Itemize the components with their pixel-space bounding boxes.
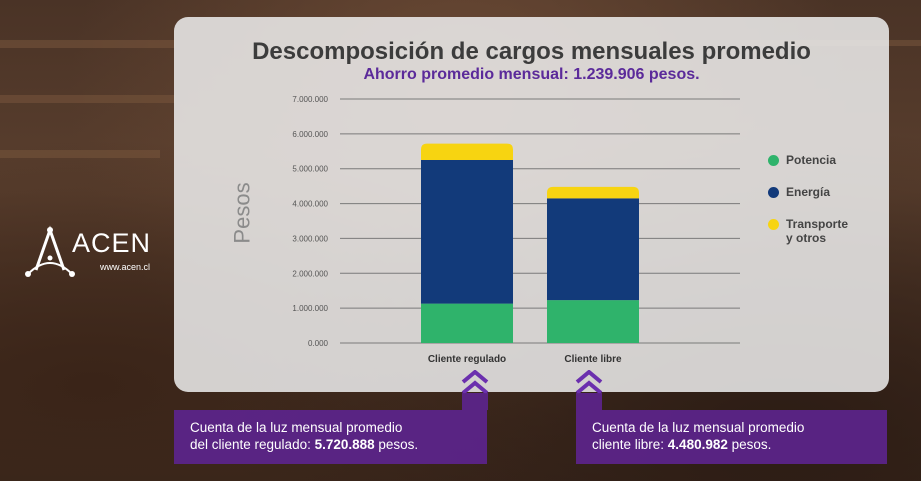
legend-label-transporte-line2: y otros: [786, 231, 827, 245]
chevron-up-icon: [575, 370, 603, 395]
callout-libre-suffix: pesos.: [727, 437, 772, 452]
y-tick-label: 5.000.000: [292, 165, 328, 174]
legend-swatch-potencia: [768, 155, 779, 166]
callout-libre-prefix: cliente libre:: [592, 437, 668, 452]
brand-name: ACEN: [72, 228, 152, 258]
chart-legend: Potencia Energía Transporte y otros: [768, 153, 848, 263]
callout-libre-line1: Cuenta de la luz mensual promedio: [592, 420, 805, 435]
subtitle-prefix: Ahorro promedio mensual:: [363, 66, 574, 83]
callout-regulado: Cuenta de la luz mensual promedio del cl…: [174, 410, 487, 464]
y-tick-label: 7.000.000: [292, 95, 328, 104]
bar-segment: [547, 198, 639, 301]
subtitle-value: 1.239.906: [573, 66, 645, 83]
y-tick-label: 2.000.000: [292, 269, 328, 278]
chevron-up-icon: [461, 370, 489, 395]
legend-item-transporte: Transporte y otros: [768, 217, 848, 245]
bar-segment: [547, 300, 639, 343]
callout-regulado-suffix: pesos.: [374, 437, 419, 452]
bar-segment: [421, 143, 513, 160]
callout-regulado-value: 5.720.888: [314, 437, 375, 452]
legend-label-transporte: Transporte y otros: [786, 217, 848, 245]
bar-segment: [421, 160, 513, 304]
callout-regulado-prefix: del cliente regulado:: [190, 437, 315, 452]
bar-segment: [421, 303, 513, 343]
callout-libre-line2: cliente libre: 4.480.982 pesos.: [592, 436, 871, 453]
legend-label-energia: Energía: [786, 185, 831, 199]
legend-label-potencia: Potencia: [786, 153, 837, 167]
callout-connector-regulado: [462, 393, 488, 410]
chart-title: Descomposición de cargos mensuales prome…: [252, 38, 811, 65]
legend-label-transporte-line1: Transporte: [786, 217, 849, 231]
callout-regulado-line2: del cliente regulado: 5.720.888 pesos.: [190, 436, 471, 453]
legend-item-energia: Energía: [768, 185, 848, 199]
subtitle-suffix: pesos.: [644, 66, 700, 83]
callout-libre: Cuenta de la luz mensual promedio client…: [576, 410, 887, 464]
y-tick-label: 0.000: [308, 339, 329, 348]
y-tick-label: 1.000.000: [292, 304, 328, 313]
x-tick-label: Cliente libre: [564, 354, 622, 365]
callout-libre-value: 4.480.982: [667, 437, 728, 452]
chart-subtitle: Ahorro promedio mensual: 1.239.906 pesos…: [174, 66, 889, 84]
legend-swatch-transporte: [768, 219, 779, 230]
legend-item-potencia: Potencia: [768, 153, 848, 167]
brand-url: www.acen.cl: [100, 262, 151, 272]
callout-regulado-line1: Cuenta de la luz mensual promedio: [190, 420, 403, 435]
y-tick-label: 3.000.000: [292, 234, 328, 243]
bar-segment: [547, 186, 639, 199]
acen-logo-mark: [25, 225, 75, 277]
callout-connector-libre: [576, 393, 602, 410]
x-tick-label: Cliente regulado: [428, 354, 506, 365]
y-tick-label: 6.000.000: [292, 130, 328, 139]
chart-panel: [174, 17, 889, 392]
legend-swatch-energia: [768, 187, 779, 198]
y-tick-label: 4.000.000: [292, 200, 328, 209]
